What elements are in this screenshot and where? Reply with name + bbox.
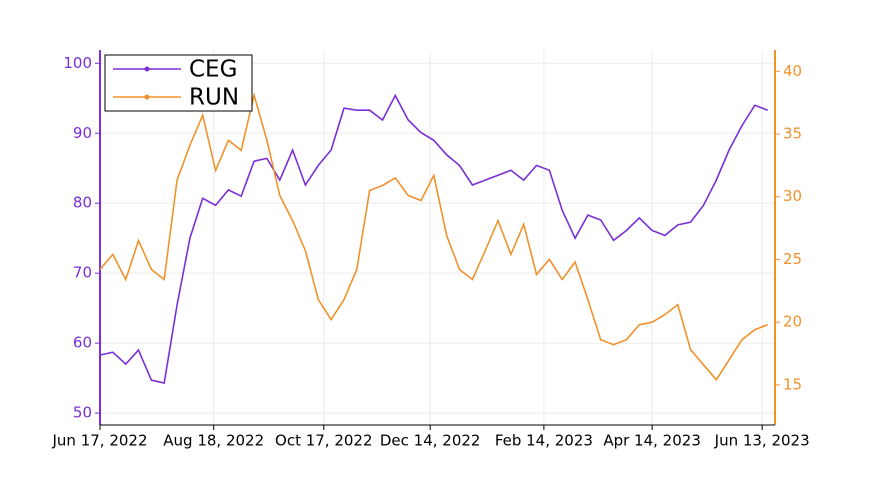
y2-tick-label: 35 (783, 125, 802, 143)
y2-tick-label: 30 (783, 187, 802, 205)
x-tick-label: Oct 17, 2022 (275, 432, 373, 450)
series-line (99, 92, 768, 382)
y2-tick-label: 15 (783, 375, 802, 393)
y-tick-label: 80 (73, 194, 92, 212)
series-line (99, 93, 768, 384)
legend-marker (144, 66, 150, 72)
x-tick-label: Jun 17, 2022 (51, 432, 147, 450)
y-tick-label: 50 (73, 404, 92, 422)
x-tick-label: Dec 14, 2022 (380, 432, 481, 450)
y-tick-label: 100 (63, 54, 92, 72)
legend-label: RUN (189, 85, 239, 111)
x-tick-label: Jun 13, 2023 (714, 432, 810, 450)
legend-marker (144, 94, 150, 100)
y-tick-label: 70 (73, 264, 92, 282)
y2-tick-label: 25 (783, 250, 802, 268)
x-tick-label: Aug 18, 2022 (163, 432, 264, 450)
y2-tick-label: 40 (783, 62, 802, 80)
y2-tick-label: 20 (783, 313, 802, 331)
x-tick-label: Apr 14, 2023 (603, 432, 701, 450)
legend-box (104, 54, 253, 112)
x-tick-label: Feb 14, 2023 (495, 432, 593, 450)
y-tick-label: 90 (73, 124, 92, 142)
y-tick-label: 60 (73, 334, 92, 352)
legend-label: CEG (189, 57, 237, 83)
